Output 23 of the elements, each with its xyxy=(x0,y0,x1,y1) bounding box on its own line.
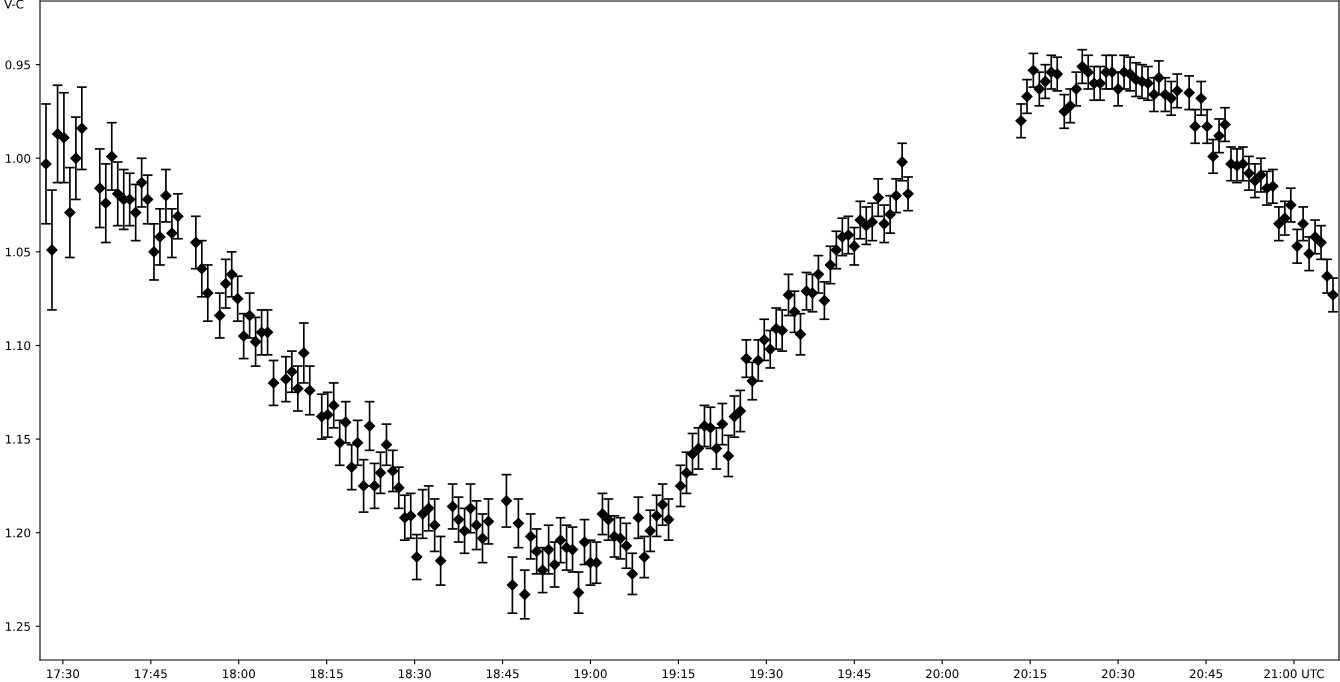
x-tick-label: 18:30 xyxy=(398,669,431,679)
y-axis-title: V-C xyxy=(4,0,24,9)
x-tick-label: 19:00 xyxy=(574,669,607,679)
x-tick-label: 18:15 xyxy=(310,669,343,679)
x-tick-label: 19:15 xyxy=(662,669,695,679)
x-tick-label: 18:00 xyxy=(223,669,255,679)
y-tick-label: 1.10 xyxy=(5,341,31,351)
x-tick-label: 21:00 UTC xyxy=(1264,669,1324,679)
x-tick-label: 20:00 xyxy=(926,669,959,679)
x-tick-label: 19:30 xyxy=(750,669,783,679)
x-tick-label: 17:30 xyxy=(47,669,80,679)
y-tick-label: 1.15 xyxy=(5,434,30,444)
y-tick-label: 1.20 xyxy=(5,528,31,538)
y-tick-label: 1.00 xyxy=(5,153,31,163)
x-tick-label: 20:15 xyxy=(1014,669,1047,679)
x-tick-label: 18:45 xyxy=(486,669,519,679)
y-tick-label: 1.25 xyxy=(5,622,30,631)
x-tick-label: 20:45 xyxy=(1189,669,1223,679)
x-tick-label: 17:45 xyxy=(135,669,167,679)
y-tick-label: 0.95 xyxy=(5,60,30,70)
y-tick-label: 1.05 xyxy=(5,247,30,257)
x-tick-label: 20:30 xyxy=(1101,669,1135,679)
x-tick-label: 19:45 xyxy=(838,669,871,679)
